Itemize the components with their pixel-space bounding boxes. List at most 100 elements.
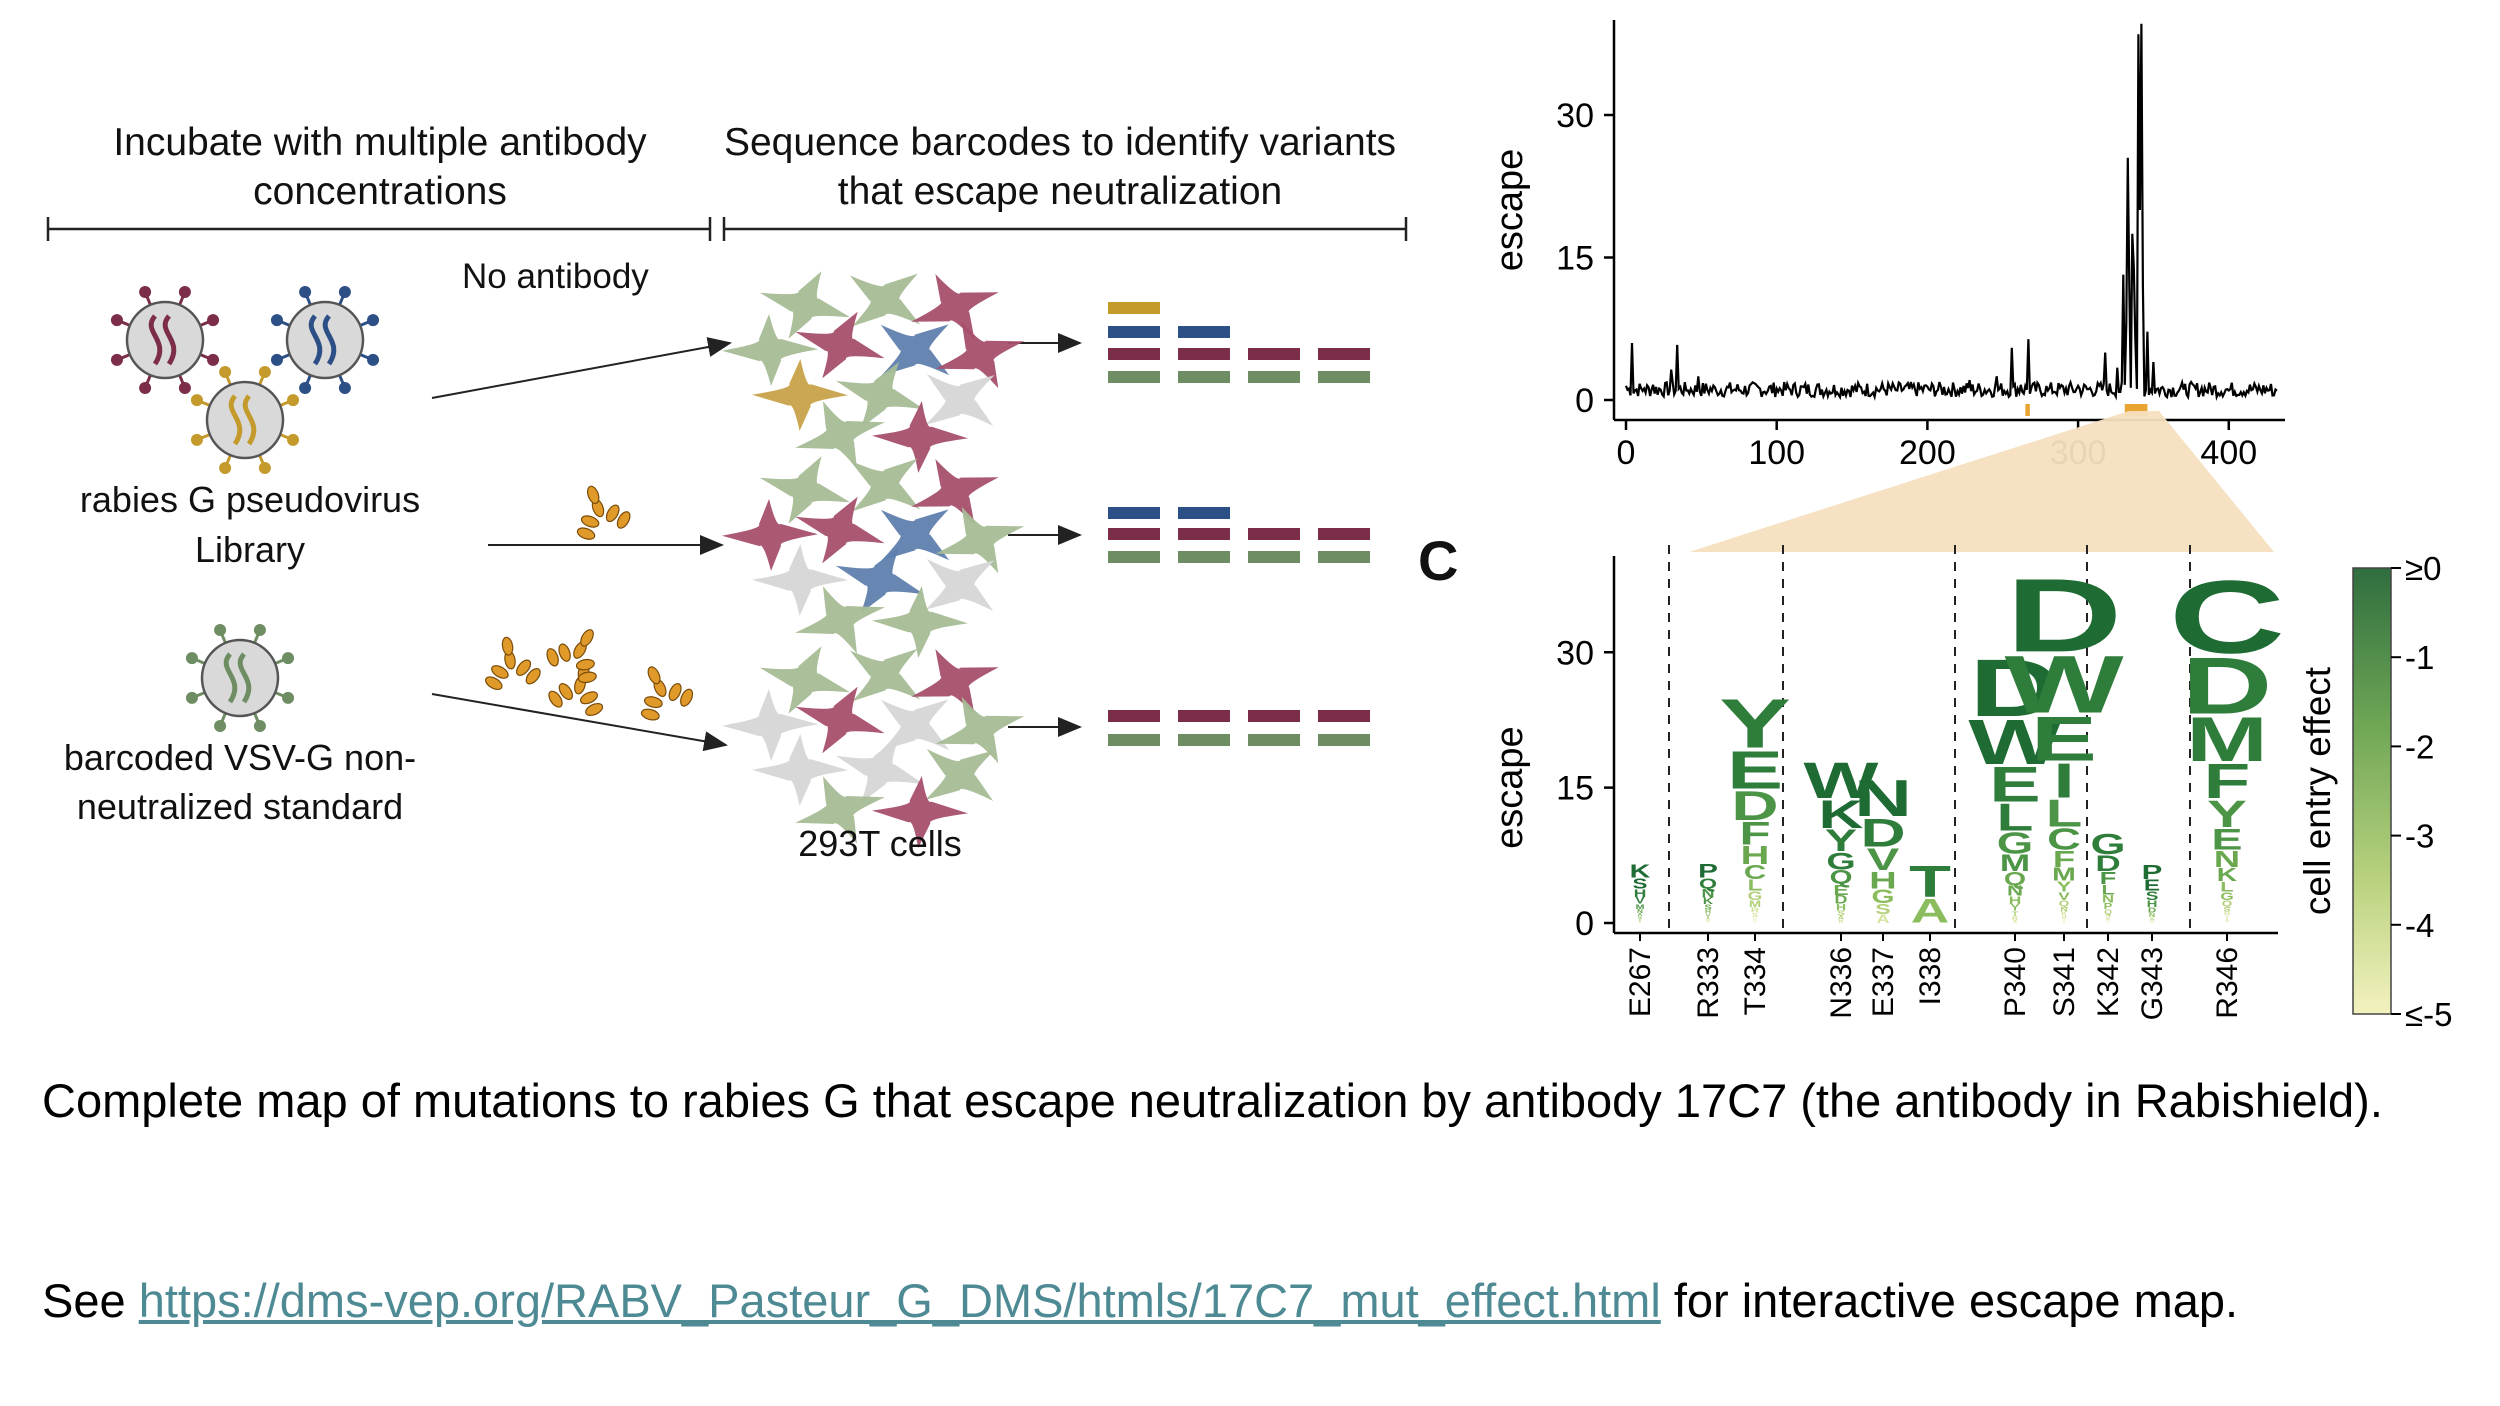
logo-letter: F	[1739, 816, 1770, 853]
virus-gold-icon	[190, 365, 300, 475]
virus-blue-icon	[270, 285, 380, 395]
colorbar-tick-label: ≥0	[2405, 550, 2441, 587]
colorbar-title: cell entry effect	[2297, 666, 2338, 915]
escape-line-series	[1624, 23, 2278, 401]
logo-letter: Q	[2104, 908, 2112, 916]
logo-letter: K	[1819, 793, 1864, 837]
virus-spike-tip	[338, 382, 351, 395]
virus-spike-tip	[139, 285, 152, 298]
logo-letter: M	[1706, 919, 1710, 922]
logo-letter: A	[1706, 916, 1711, 920]
schematic-graphic	[46, 217, 1408, 848]
site-label: P340	[1999, 947, 2032, 1017]
barcode	[1248, 348, 1300, 360]
logo-letter: W	[2004, 639, 2124, 730]
x-tick-label: 400	[2200, 434, 2257, 472]
logo-letter: M	[2000, 850, 2030, 877]
logo-letter: V	[1753, 920, 1758, 924]
highlight-region	[2025, 404, 2030, 416]
logo-letter: D	[1969, 643, 2060, 734]
logo-letter: M	[2052, 865, 2076, 886]
barcode	[1178, 507, 1230, 519]
cell	[925, 749, 995, 801]
virus-spike-tip	[185, 691, 198, 704]
logo-letter: E	[2031, 703, 2097, 774]
logo-letter: V	[2150, 920, 2155, 924]
logo-letter: R	[1639, 920, 1641, 923]
logo-letter: N	[2149, 912, 2155, 919]
barcode	[1178, 371, 1230, 383]
logo-letter: I	[2053, 753, 2074, 808]
logo-letter: T	[1909, 857, 1951, 906]
logo-letter: G	[1638, 915, 1643, 919]
barcode	[1178, 528, 1230, 540]
colorbar-tick-label: -3	[2405, 818, 2434, 855]
logo-letter: H	[2147, 899, 2158, 910]
logo-letter: Q	[2222, 900, 2233, 909]
virus-spike-tip	[253, 623, 266, 636]
cell	[849, 648, 921, 702]
cells-label: 293T cells	[798, 823, 962, 864]
logo-letter: H	[1741, 842, 1770, 870]
logo-letter: L	[2101, 882, 2114, 897]
logo-letter: D	[2148, 906, 2156, 914]
cell	[925, 374, 995, 426]
cell	[849, 458, 921, 512]
y-tick-label: 0	[1575, 905, 1594, 943]
virus-spike-tip	[287, 394, 300, 407]
cell	[925, 559, 995, 611]
cell	[872, 776, 968, 848]
virus-spike-tip	[214, 720, 227, 733]
antibody-icon	[640, 666, 694, 721]
virus-spike-tip	[258, 462, 271, 475]
virus-spike-tip	[214, 623, 227, 636]
barcode	[1318, 734, 1370, 746]
logo-letter: S	[2013, 920, 2018, 925]
cell	[795, 586, 885, 654]
virus-spike-tip	[258, 365, 271, 378]
logo-letter: K	[1703, 896, 1714, 907]
logo-letter: N	[1854, 770, 1912, 828]
cell	[835, 737, 925, 803]
virus-spike-tip	[338, 285, 351, 298]
logo-letter: S	[1633, 876, 1648, 892]
virus-spike-tip	[207, 314, 220, 327]
cell	[935, 506, 1025, 574]
cell	[835, 547, 925, 613]
virus-green-icon	[185, 623, 295, 733]
cell	[722, 499, 818, 571]
logo-letter: R	[2106, 918, 2111, 923]
virus-spike-tip	[178, 382, 191, 395]
barcode	[1248, 371, 1300, 383]
virus-genome	[223, 652, 238, 704]
barcode	[1318, 371, 1370, 383]
site-label: E267	[1624, 947, 1657, 1017]
logo-letter: Y	[2207, 793, 2247, 836]
virus-spike-tip	[110, 314, 123, 327]
logo-letter: K	[2061, 912, 2067, 917]
cell-cluster-1	[722, 271, 1025, 473]
logo-letter: E	[1833, 883, 1848, 899]
virus-spike-tip	[282, 652, 295, 665]
logo-letter: N	[2214, 847, 2240, 873]
panel-label-c: C	[1418, 529, 1459, 592]
barcode	[1108, 302, 1160, 314]
barcode	[1318, 551, 1370, 563]
virus-spike-tip	[367, 314, 380, 327]
virus-spike-tip	[207, 353, 220, 366]
site-label: E337	[1867, 947, 1900, 1017]
antibody-domain	[548, 690, 563, 708]
cell	[911, 274, 999, 340]
logo-letter: Q	[1830, 868, 1853, 889]
interactive-map-link[interactable]: https://dms-vep.org/RABV_Pasteur_G_DMS/h…	[138, 1274, 1661, 1327]
library-label: rabies G pseudovirus Library	[79, 479, 421, 570]
x-tick-label: 200	[1899, 434, 1956, 472]
logo-letter: H	[2009, 895, 2022, 907]
antibody-domain	[546, 648, 559, 667]
logo-letter: R	[1751, 906, 1759, 914]
logo-letter: W	[1804, 753, 1879, 810]
antibody-icon	[576, 485, 631, 540]
virus-spike-tip	[185, 652, 198, 665]
logo-letter: P	[1639, 918, 1643, 921]
